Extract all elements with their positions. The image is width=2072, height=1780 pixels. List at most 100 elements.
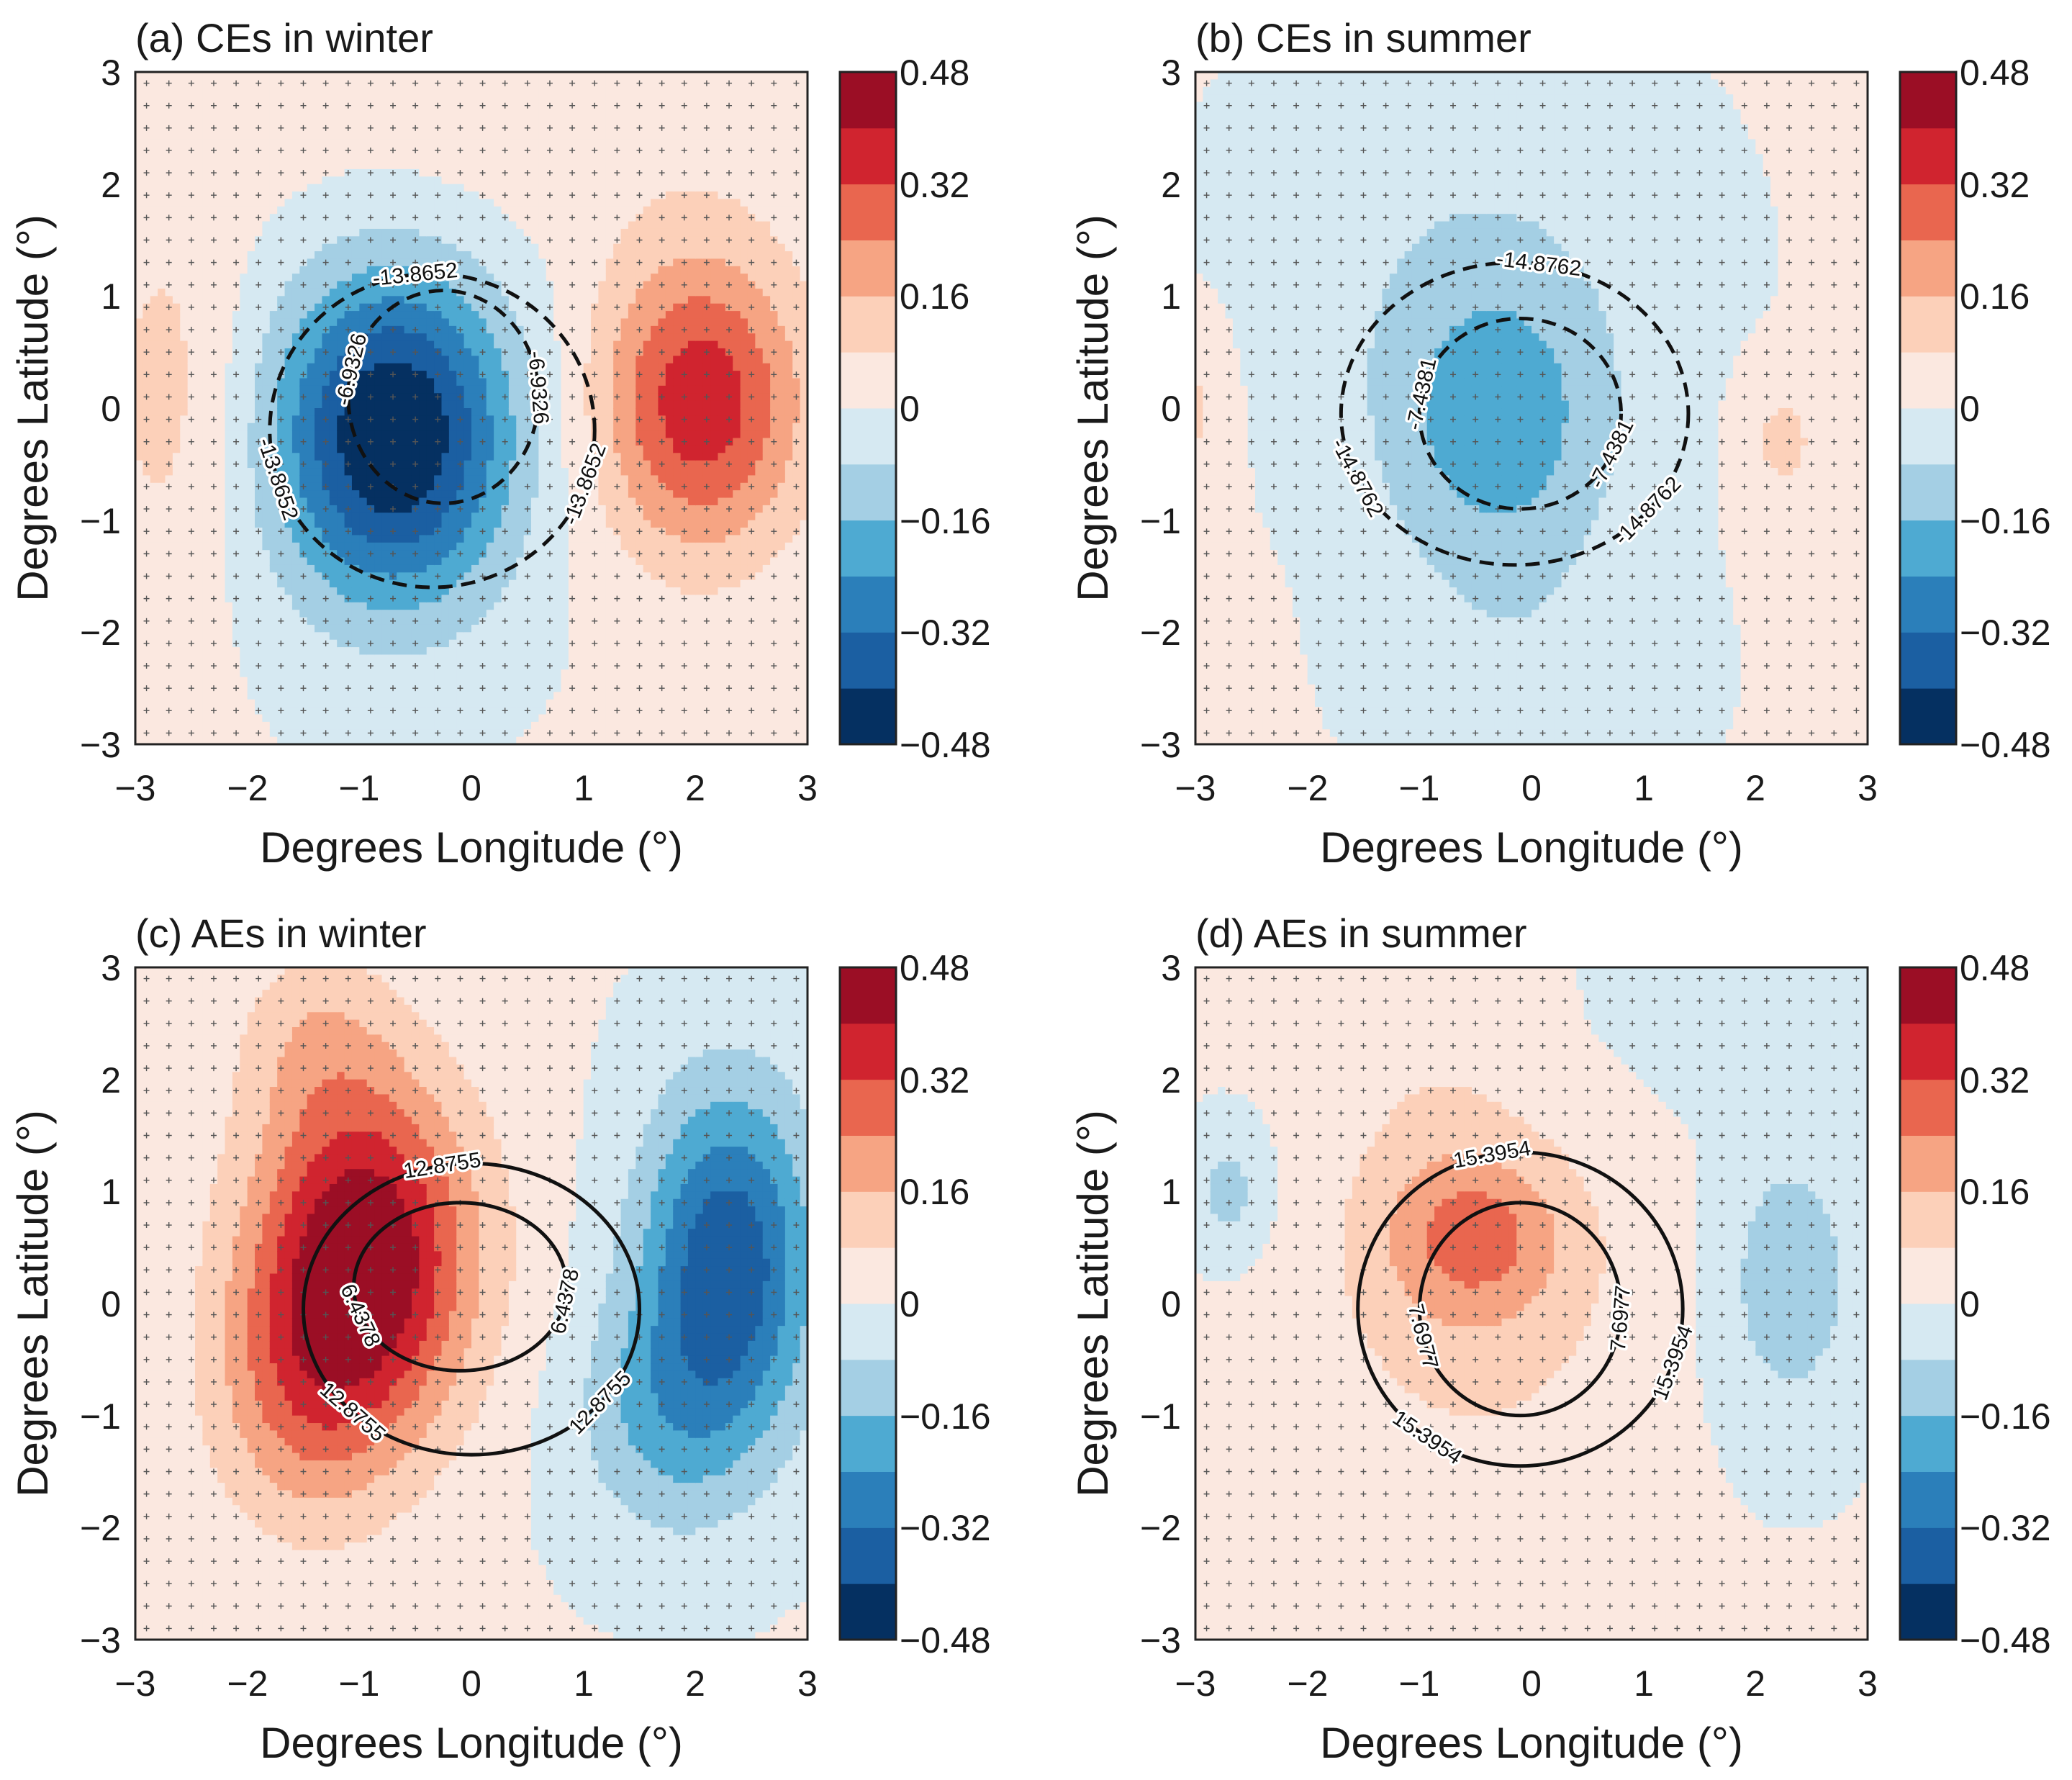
field-cell — [523, 311, 532, 320]
field-cell — [359, 94, 368, 103]
field-cell — [434, 602, 443, 610]
field-cell — [255, 542, 263, 551]
field-cell — [322, 296, 330, 304]
field-cell — [434, 318, 443, 327]
field-cell — [172, 482, 181, 491]
field-cell — [426, 512, 435, 521]
field-cell — [337, 408, 345, 417]
field-cell — [456, 333, 465, 342]
field-cell — [381, 438, 390, 446]
field-cell — [441, 206, 450, 214]
field-cell — [225, 146, 233, 155]
field-cell — [255, 423, 263, 431]
field-cell — [441, 303, 450, 312]
field-cell — [538, 550, 547, 559]
field-cell — [516, 550, 525, 559]
field-cell — [494, 236, 502, 245]
field-cell — [307, 363, 315, 371]
field-cell — [172, 528, 181, 536]
field-cell — [232, 632, 241, 641]
field-cell — [456, 139, 465, 148]
field-cell — [255, 564, 263, 574]
field-cell — [397, 363, 405, 371]
field-cell — [434, 363, 443, 371]
field-cell — [426, 79, 435, 88]
field-cell — [180, 587, 189, 596]
field-cell — [359, 72, 368, 81]
field-cell — [389, 243, 398, 252]
field-cell — [441, 564, 450, 574]
field-cell — [351, 512, 361, 521]
field-cell — [225, 482, 233, 491]
field-cell — [344, 296, 353, 304]
field-cell — [508, 146, 517, 155]
field-cell — [397, 94, 405, 103]
field-cell — [202, 408, 211, 417]
field-cell — [441, 445, 450, 454]
field-cell — [337, 288, 345, 297]
field-cell — [494, 348, 502, 357]
field-cell — [494, 206, 502, 214]
field-cell — [172, 371, 181, 379]
field-cell — [494, 415, 502, 424]
field-cell — [337, 318, 345, 327]
field-cell — [217, 72, 226, 81]
field-cell — [135, 117, 144, 125]
field-cell — [463, 475, 472, 484]
field-cell — [291, 86, 301, 95]
field-cell — [217, 505, 226, 514]
field-cell — [471, 288, 480, 297]
field-cell — [172, 692, 181, 700]
field-cell — [262, 132, 271, 140]
field-cell — [150, 325, 158, 335]
field-cell — [538, 311, 547, 320]
field-cell — [269, 176, 278, 185]
field-cell — [434, 154, 443, 163]
field-cell — [322, 132, 330, 140]
field-cell — [508, 542, 517, 551]
field-cell — [351, 714, 361, 723]
field-cell — [225, 699, 233, 708]
field-cell — [426, 176, 435, 185]
field-cell — [262, 161, 271, 170]
field-cell — [463, 684, 472, 693]
field-cell — [546, 199, 554, 207]
field-cell — [284, 356, 293, 364]
field-cell — [374, 572, 383, 581]
field-cell — [441, 587, 450, 596]
field-cell — [351, 191, 361, 200]
field-cell — [359, 288, 368, 297]
field-cell — [180, 482, 189, 491]
field-cell — [397, 393, 405, 402]
field-cell — [217, 482, 226, 491]
field-cell — [135, 669, 144, 678]
field-cell — [195, 482, 204, 491]
field-cell — [374, 482, 383, 491]
field-cell — [463, 303, 472, 312]
field-cell — [135, 692, 144, 700]
field-cell — [337, 325, 345, 335]
field-cell — [366, 221, 375, 230]
field-cell — [322, 453, 330, 461]
field-cell — [142, 288, 151, 297]
field-cell — [180, 707, 189, 715]
field-cell — [494, 132, 502, 140]
field-cell — [195, 520, 204, 528]
field-cell — [337, 445, 345, 454]
field-cell — [374, 542, 383, 551]
field-cell — [441, 161, 450, 170]
field-cell — [202, 101, 211, 110]
field-cell — [225, 333, 233, 342]
field-cell — [217, 311, 226, 320]
field-cell — [508, 579, 517, 588]
field-cell — [307, 564, 315, 574]
field-cell — [247, 288, 255, 297]
field-cell — [172, 333, 181, 342]
field-cell — [262, 654, 271, 663]
field-cell — [142, 699, 151, 708]
field-cell — [202, 684, 211, 693]
field-cell — [419, 468, 427, 476]
field-cell — [404, 714, 412, 723]
field-cell — [374, 72, 383, 81]
field-cell — [538, 243, 547, 252]
